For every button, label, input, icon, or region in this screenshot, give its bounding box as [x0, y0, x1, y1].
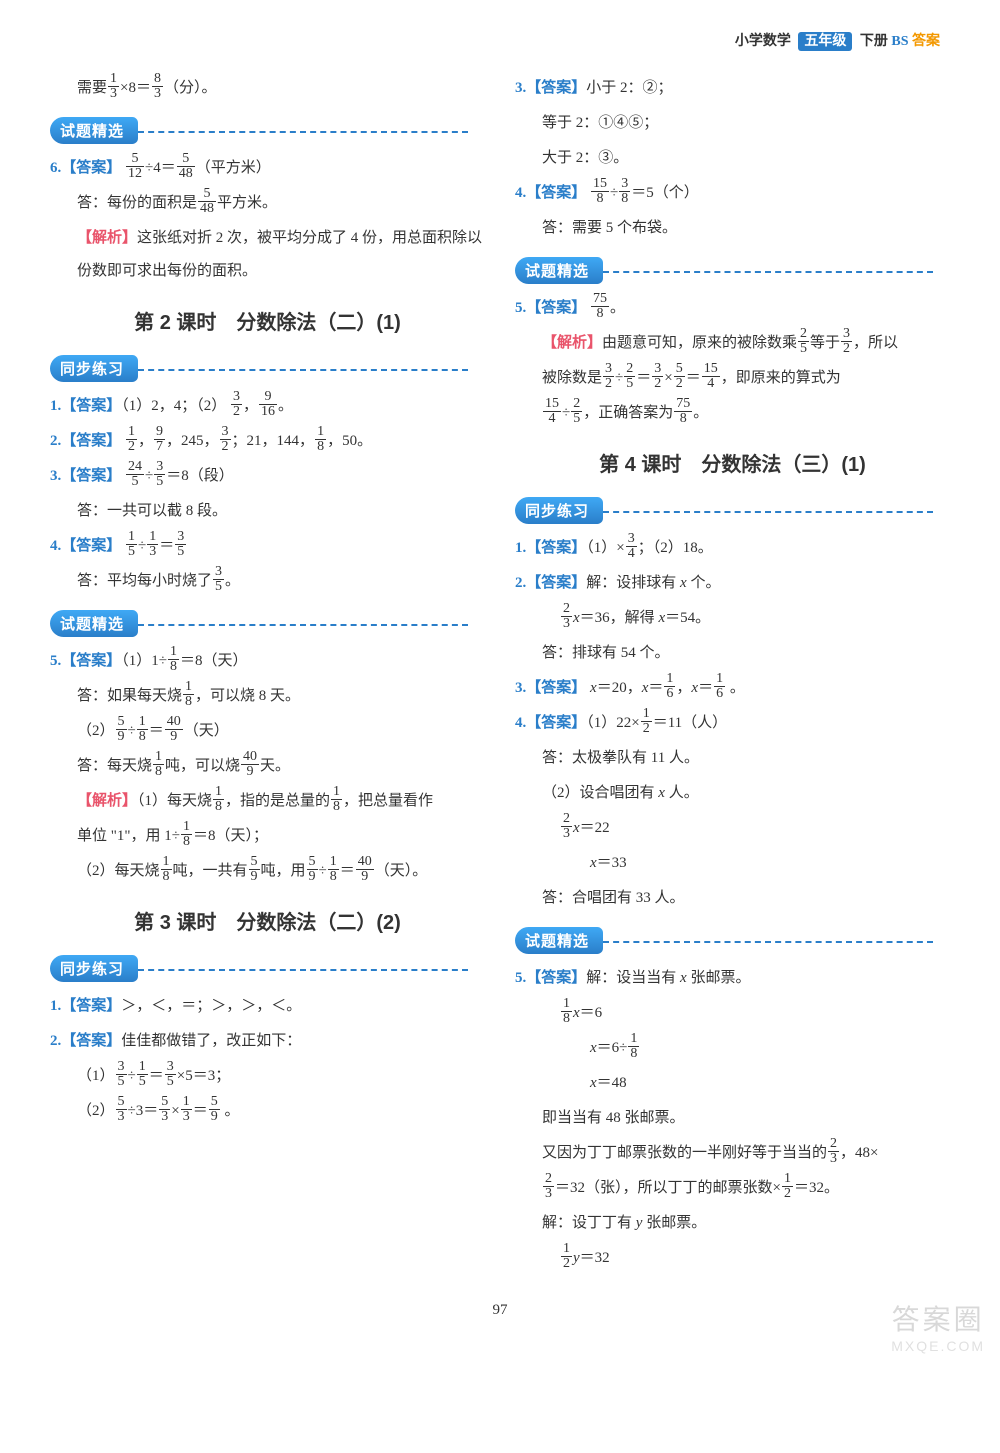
text-line: x＝6÷18: [515, 1032, 950, 1065]
text-line: 答：需要 5 个布袋。: [515, 212, 950, 245]
section-badge-selected: 试题精选: [50, 117, 138, 144]
text-line: 154÷25，正确答案为758。: [515, 397, 950, 430]
section-badge-selected: 试题精选: [50, 610, 138, 637]
text-line: 即当当有 48 张邮票。: [515, 1102, 950, 1135]
answer-line: 2.【答案】解：设排球有 x 个。: [515, 567, 950, 600]
section-badge-sync: 同步练习: [50, 355, 138, 382]
text-line: 答：每份的面积是548平方米。: [50, 187, 485, 220]
answer-line: 4.【答案】（1）22×12＝11（人）: [515, 707, 950, 740]
text-line: 单位 "1"，用 1÷18＝8（天）；: [50, 820, 485, 853]
answer-line: 5.【答案】解：设当当有 x 张邮票。: [515, 962, 950, 995]
explain-line: 【解析】由题意可知，原来的被除数乘25等于32，所以: [515, 327, 950, 360]
text-line: 18x＝6: [515, 997, 950, 1030]
content-columns: 需要13×8＝83（分）。 试题精选 6.【答案】 512÷4＝548（平方米）…: [50, 70, 950, 1277]
answer-line: 2.【答案】佳佳都做错了，改正如下：: [50, 1025, 485, 1058]
section-badge-selected: 试题精选: [515, 927, 603, 954]
text-line: 又因为丁丁邮票张数的一半刚好等于当当的23，48×: [515, 1137, 950, 1170]
text-line: 答：每天烧18吨，可以烧409天。: [50, 750, 485, 783]
text-line: （2）59÷18＝409（天）: [50, 715, 485, 748]
answer-line: 5.【答案】 758。: [515, 292, 950, 325]
text-line: 被除数是32÷25＝32×52＝154，即原来的算式为: [515, 362, 950, 395]
answer-line: 2.【答案】 12，97，245，32；21，144，18，50。: [50, 425, 485, 458]
text-line: 大于 2：③。: [515, 142, 950, 175]
text-line: 答：如果每天烧18，可以烧 8 天。: [50, 680, 485, 713]
section-badge-selected: 试题精选: [515, 257, 603, 284]
answer-line: 6.【答案】 512÷4＝548（平方米）: [50, 152, 485, 185]
answer-line: 1.【答案】（1）2，4；（2） 32，916。: [50, 390, 485, 423]
text-line: 答：合唱团有 33 人。: [515, 882, 950, 915]
watermark: 答案圈 MXQE.COM: [891, 1298, 985, 1354]
section-title: 第 4 课时 分数除法（三）(1): [515, 448, 950, 477]
answer-line: 4.【答案】 15÷13＝35: [50, 530, 485, 563]
left-column: 需要13×8＝83（分）。 试题精选 6.【答案】 512÷4＝548（平方米）…: [50, 70, 485, 1277]
text-line: （2）每天烧18吨，一共有59吨，用59÷18＝409（天）。: [50, 855, 485, 888]
text-line: 需要13×8＝83（分）。: [50, 72, 485, 105]
answer-line: 3.【答案】 245÷35＝8（段）: [50, 460, 485, 493]
answer-line: 3.【答案】小于 2：②；: [515, 72, 950, 105]
answer-line: 1.【答案】＞，＜，＝；＞，＞，＜。: [50, 990, 485, 1023]
text-line: 答：平均每小时烧了35。: [50, 565, 485, 598]
text-line: 12y＝32: [515, 1242, 950, 1275]
text-line: （1）35÷15＝35×5＝3；: [50, 1060, 485, 1093]
text-line: （2）设合唱团有 x 人。: [515, 777, 950, 810]
page-number: 97: [50, 1302, 950, 1319]
text-line: （2）53÷3＝53×13＝59 。: [50, 1095, 485, 1128]
explain-line: 【解析】这张纸对折 2 次，被平均分成了 4 份，用总面积除以份数即可求出每份的…: [50, 222, 485, 288]
text-line: 23x＝22: [515, 812, 950, 845]
section-badge-sync: 同步练习: [50, 955, 138, 982]
text-line: 答：排球有 54 个。: [515, 637, 950, 670]
explain-line: 【解析】（1）每天烧18，指的是总量的18，把总量看作: [50, 785, 485, 818]
answer-line: 3.【答案】 x＝20，x＝16，x＝16 。: [515, 672, 950, 705]
text-line: 答：一共可以截 8 段。: [50, 495, 485, 528]
section-title: 第 3 课时 分数除法（二）(2): [50, 906, 485, 935]
answer-line: 1.【答案】（1）×34；（2）18。: [515, 532, 950, 565]
text-line: 解：设丁丁有 y 张邮票。: [515, 1207, 950, 1240]
text-line: 23＝32（张），所以丁丁的邮票张数×12＝32。: [515, 1172, 950, 1205]
section-badge-sync: 同步练习: [515, 497, 603, 524]
text-line: 等于 2：①④⑤；: [515, 107, 950, 140]
text-line: 23x＝36，解得 x＝54。: [515, 602, 950, 635]
text-line: x＝48: [515, 1067, 950, 1100]
page-header: 小学数学 五年级 下册 BS 答案: [50, 30, 950, 50]
text-line: 答：太极拳队有 11 人。: [515, 742, 950, 775]
answer-line: 4.【答案】 158÷38＝5（个）: [515, 177, 950, 210]
section-title: 第 2 课时 分数除法（二）(1): [50, 306, 485, 335]
right-column: 3.【答案】小于 2：②； 等于 2：①④⑤； 大于 2：③。 4.【答案】 1…: [515, 70, 950, 1277]
text-line: x＝33: [515, 847, 950, 880]
answer-line: 5.【答案】（1）1÷18＝8（天）: [50, 645, 485, 678]
